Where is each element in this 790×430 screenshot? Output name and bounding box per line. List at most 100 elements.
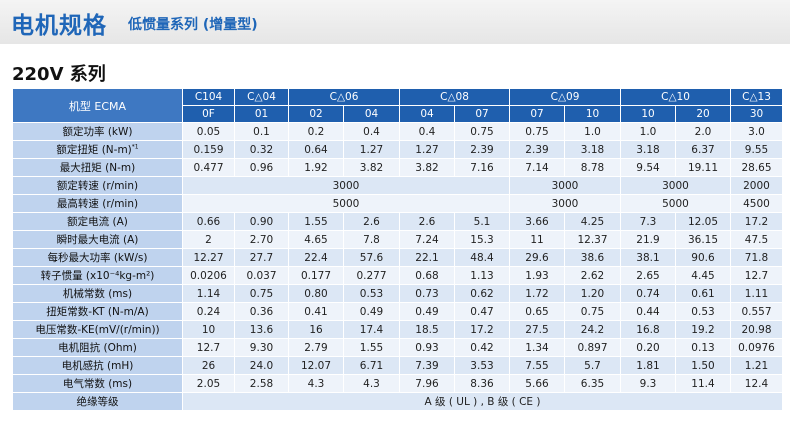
table-cell: 5000: [620, 194, 731, 213]
frame-header: C△13: [730, 88, 783, 106]
code-header: 20: [675, 105, 731, 123]
table-cell: 3.53: [454, 356, 510, 375]
table-cell: 17.2: [730, 212, 783, 231]
table-cell: 8.78: [564, 158, 621, 177]
row-label: 额定电流 (A): [12, 212, 183, 231]
table-cell: 0.557: [730, 302, 783, 321]
code-header: 10: [564, 105, 621, 123]
table-cell: 71.8: [730, 248, 783, 267]
code-header: 04: [399, 105, 455, 123]
table-cell: 0.74: [620, 284, 676, 303]
table-cell: 0.68: [399, 266, 455, 285]
table-row: 额定功率 (kW) 0.05 0.1 0.2 0.4 0.4 0.75 0.75 1.0 1.0 2…: [12, 122, 783, 141]
row-label-text: 额定功率 (kW): [62, 126, 133, 138]
table-cell: 0.0976: [730, 338, 783, 357]
table-cell: 0.80: [288, 284, 344, 303]
table-cell: 0.53: [675, 302, 731, 321]
table-cell: 1.34: [509, 338, 565, 357]
table-cell: 4.25: [564, 212, 621, 231]
page-title: 电机规格: [11, 13, 107, 39]
table-cell: 0.4: [343, 122, 400, 141]
row-label-text: 额定转速 (r/min): [56, 180, 139, 192]
frame-header: C△10: [620, 88, 731, 106]
table-cell: 12.07: [288, 356, 344, 375]
table-cell: 0.037: [234, 266, 289, 285]
row-label-text: 电机感抗 (mH): [61, 360, 134, 372]
table-cell: 4.3: [288, 374, 344, 393]
row-label-text: 转子惯量 (x10⁻⁴kg-m²): [40, 270, 155, 282]
table-cell: 0.49: [343, 302, 400, 321]
table-cell: 47.5: [730, 230, 783, 249]
table-cell: 0.75: [564, 302, 621, 321]
table-cell: 1.0: [620, 122, 676, 141]
table-cell: A 级 ( UL ) , B 级 ( CE ): [182, 392, 783, 411]
table-row: 电压常数-KE(mV/(r/min)) 10 13.6 16 17.4 18.5 17.2 2…: [12, 320, 783, 339]
table-cell: 3000: [620, 176, 731, 195]
table-cell: 11.4: [675, 374, 731, 393]
row-label: 电压常数-KE(mV/(r/min)): [12, 320, 183, 339]
table-cell: 17.4: [343, 320, 400, 339]
table-cell: 0.66: [182, 212, 235, 231]
table-cell: 2.79: [288, 338, 344, 357]
row-label: 额定转速 (r/min): [12, 176, 183, 195]
table-cell: 3000: [509, 194, 621, 213]
row-label: 最高转速 (r/min): [12, 194, 183, 213]
table-cell: 5.1: [454, 212, 510, 231]
table-row: 每秒最大功率 (kW/s) 12.27 27.7 22.4 57.6 22.1 48.4 29…: [12, 248, 783, 267]
table-cell: 1.20: [564, 284, 621, 303]
row-label-text: 电气常数 (ms): [62, 378, 133, 390]
table-cell: 0.90: [234, 212, 289, 231]
row-label: 电机阻抗 (Ohm): [12, 338, 183, 357]
table-cell: 1.27: [343, 140, 400, 159]
table-cell: 26: [182, 356, 235, 375]
table-row: 额定电流 (A) 0.66 0.90 1.55 2.6 2.6 5.1 3.66 4.25 7.3…: [12, 212, 783, 231]
table-cell: 6.37: [675, 140, 731, 159]
table-cell: 1.27: [399, 140, 455, 159]
row-label: 每秒最大功率 (kW/s): [12, 248, 183, 267]
table-cell: 1.92: [288, 158, 344, 177]
table-cell: 12.7: [730, 266, 783, 285]
table-cell: 0.41: [288, 302, 344, 321]
table-cell: 3.82: [343, 158, 400, 177]
table-cell: 7.8: [343, 230, 400, 249]
table-cell: 2.05: [182, 374, 235, 393]
table-cell: 0.64: [288, 140, 344, 159]
header-row-frames: 机型 ECMA C104 C△04 C△06 C△08 C△09 C△10 C△13: [12, 88, 783, 123]
table-row: 最大扭矩 (N-m) 0.477 0.96 1.92 3.82 3.82 7.16 7.14 8…: [12, 158, 783, 177]
table-cell: 27.5: [509, 320, 565, 339]
row-label-text: 额定电流 (A): [67, 216, 128, 228]
table-cell: 3.18: [564, 140, 621, 159]
code-header: 10: [620, 105, 676, 123]
table-cell: 1.11: [730, 284, 783, 303]
table-cell: 7.3: [620, 212, 676, 231]
table-cell: 0.32: [234, 140, 289, 159]
table-cell: 1.72: [509, 284, 565, 303]
table-cell: 22.4: [288, 248, 344, 267]
table-cell: 0.13: [675, 338, 731, 357]
table-cell: 0.47: [454, 302, 510, 321]
table-row: 最高转速 (r/min) 5000 3000 5000 4500: [12, 194, 783, 213]
frame-header: C△09: [509, 88, 621, 106]
table-cell: 0.75: [234, 284, 289, 303]
table-row: 额定转速 (r/min) 3000 3000 3000 2000: [12, 176, 783, 195]
table-cell: 2.65: [620, 266, 676, 285]
table-cell: 0.05: [182, 122, 235, 141]
table-cell: 4.65: [288, 230, 344, 249]
table-cell: 0.44: [620, 302, 676, 321]
table-cell: 9.30: [234, 338, 289, 357]
row-label: 瞬时最大电流 (A): [12, 230, 183, 249]
table-cell: 16.8: [620, 320, 676, 339]
table-cell: 22.1: [399, 248, 455, 267]
table-cell: 28.65: [730, 158, 783, 177]
row-label: 额定扭矩 (N-m)*1: [12, 140, 183, 159]
table-cell: 1.0: [564, 122, 621, 141]
row-label-text: 扭矩常数-KT (N-m/A): [46, 306, 149, 318]
row-label-text: 每秒最大功率 (kW/s): [47, 252, 148, 264]
table-cell: 0.36: [234, 302, 289, 321]
table-cell: 0.177: [288, 266, 344, 285]
table-row: 电机阻抗 (Ohm) 12.7 9.30 2.79 1.55 0.93 0.42 1.34 0.…: [12, 338, 783, 357]
table-cell: 2.0: [675, 122, 731, 141]
table-cell: 12.27: [182, 248, 235, 267]
series-title: 220V 系列: [12, 64, 106, 85]
table-cell: 0.2: [288, 122, 344, 141]
